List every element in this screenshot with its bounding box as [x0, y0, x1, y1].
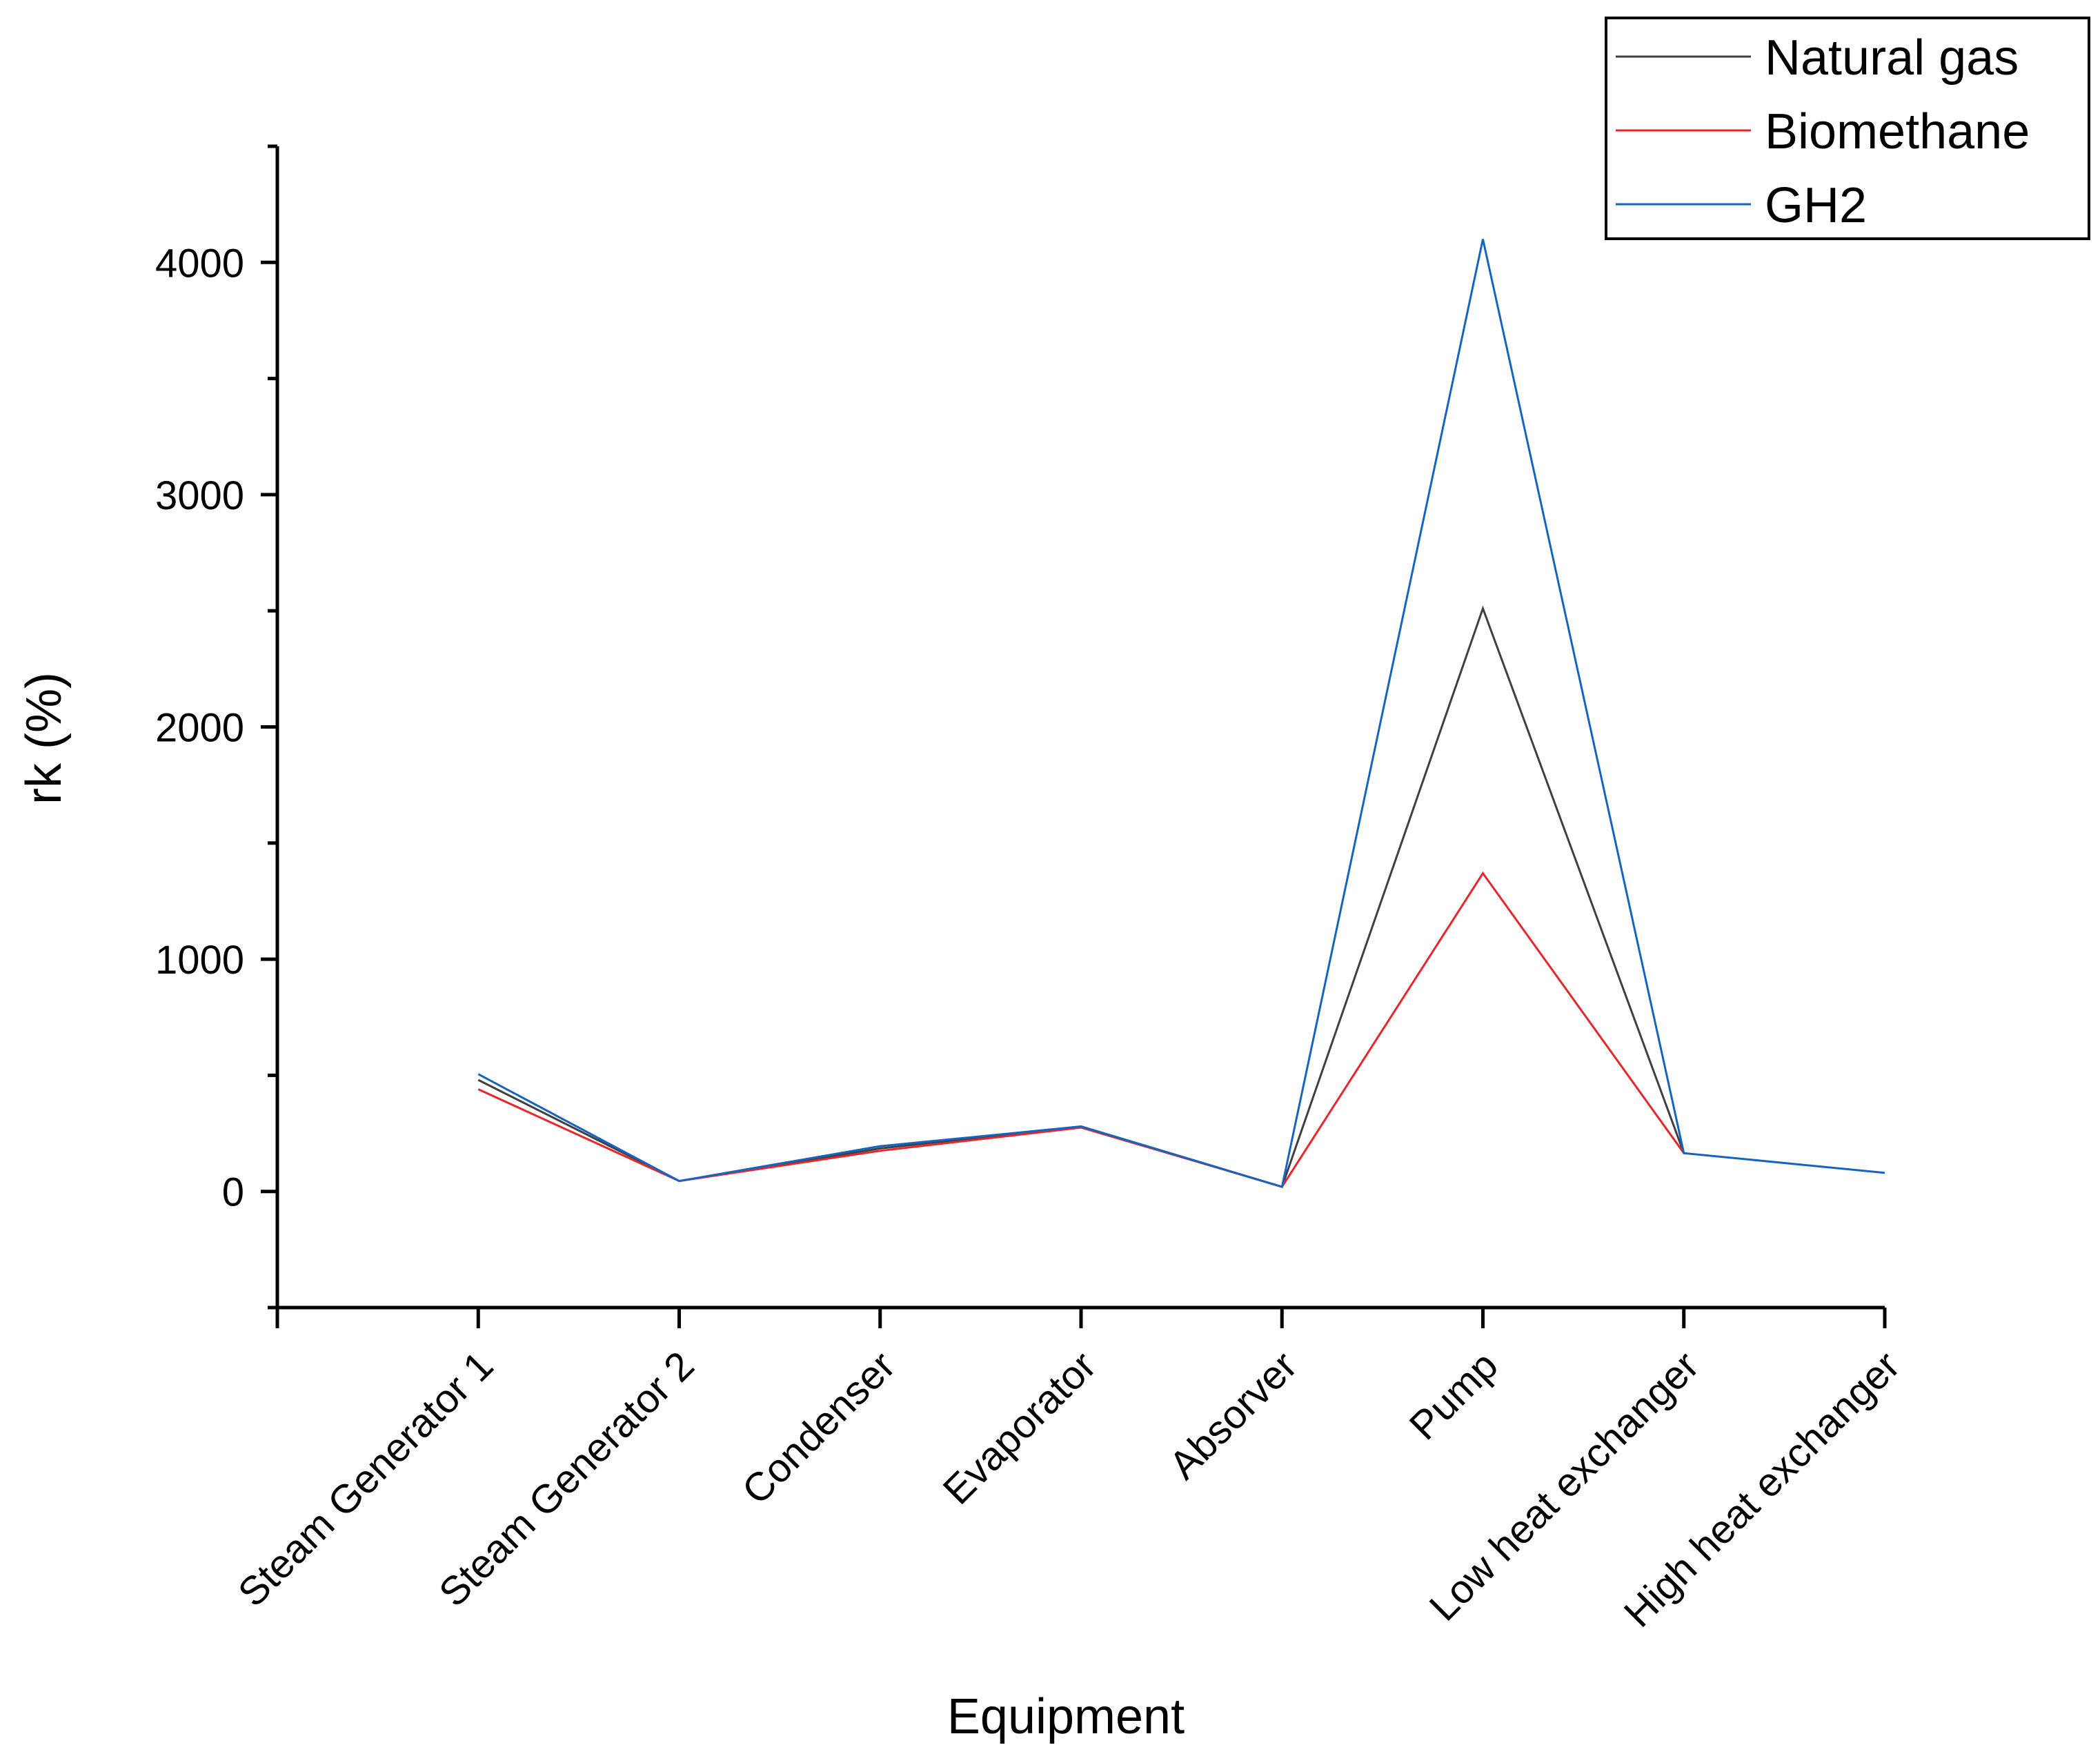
series-line-biomethane [477, 871, 1685, 1188]
y-tick-label: 0 [222, 1170, 244, 1215]
legend-label: GH2 [1765, 178, 1867, 233]
legend-box [1605, 17, 2090, 240]
x-tick-label: Condenser [733, 1343, 904, 1513]
y-tick-label: 4000 [155, 241, 244, 286]
y-tick-label: 1000 [155, 938, 244, 983]
legend-label: Biomethane [1765, 104, 2030, 159]
x-axis-title: Equipment [947, 1689, 1185, 1744]
plot-series [477, 239, 1885, 1188]
x-tick-label: Absorver [1160, 1343, 1305, 1488]
plot-axes [275, 146, 1885, 1310]
y-axis-title: rk (%) [17, 672, 72, 805]
series-line-gh2 [477, 239, 1885, 1188]
x-tick-label: Evaporator [935, 1343, 1105, 1513]
y-tick-label: 3000 [155, 473, 244, 518]
y-tick-label: 2000 [155, 706, 244, 751]
series-line-natural-gas [477, 605, 1685, 1188]
legend-label: Natural gas [1765, 30, 2019, 86]
legend[interactable]: Natural gas Biomethane GH2 [1605, 17, 2090, 240]
x-tick-label: Pump [1401, 1343, 1507, 1448]
